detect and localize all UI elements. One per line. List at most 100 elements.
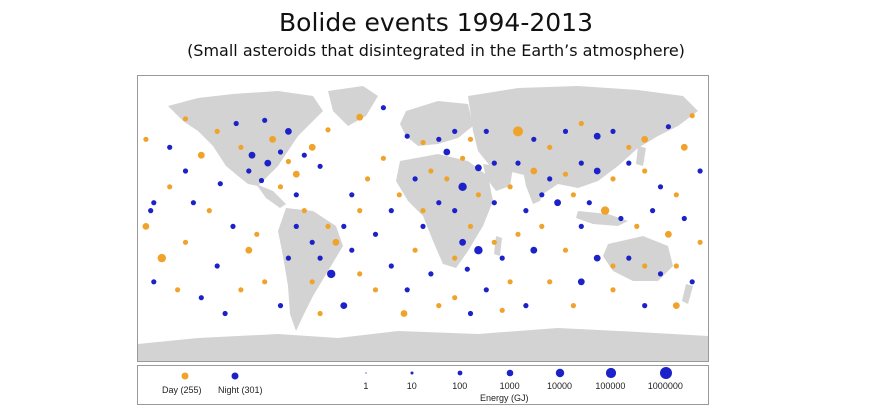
- night-event-marker: [458, 182, 467, 191]
- night-event-marker: [436, 200, 442, 206]
- night-event-marker: [404, 133, 410, 139]
- land-masses: [138, 86, 708, 361]
- day-event-marker: [157, 253, 166, 263]
- night-event-marker: [577, 278, 585, 286]
- night-event-marker: [258, 177, 265, 184]
- night-event-marker: [491, 160, 497, 166]
- day-event-marker: [600, 206, 610, 215]
- day-event-marker: [245, 246, 253, 254]
- day-event-marker: [672, 302, 680, 309]
- night-event-marker: [341, 223, 347, 229]
- night-event-marker: [697, 168, 703, 174]
- night-event-marker: [578, 160, 584, 166]
- day-event-marker: [547, 279, 553, 285]
- night-event-marker: [657, 184, 664, 190]
- day-event-marker: [309, 279, 315, 285]
- day-event-marker: [365, 176, 371, 182]
- day-event-marker: [175, 287, 181, 293]
- day-event-marker: [356, 113, 364, 121]
- day-event-marker: [372, 287, 379, 293]
- day-event-marker: [357, 271, 363, 277]
- night-event-marker: [340, 302, 348, 309]
- chart-subtitle: (Small asteroids that disintegrated in t…: [187, 41, 685, 60]
- day-event-marker: [665, 230, 672, 238]
- land-antarctica: [138, 328, 708, 361]
- night-event-marker: [593, 132, 601, 140]
- night-event-marker: [689, 279, 695, 285]
- night-event-marker: [483, 128, 489, 134]
- energy-level-label: 1: [363, 381, 369, 391]
- day-event-marker: [547, 144, 553, 150]
- night-event-marker: [610, 128, 616, 134]
- night-event-marker: [467, 310, 474, 317]
- night-event-marker: [293, 223, 299, 229]
- day-event-marker: [308, 143, 316, 151]
- day-event-marker: [673, 263, 679, 269]
- legend-day-label: Day (255): [162, 385, 202, 395]
- night-event-marker: [554, 199, 561, 207]
- night-event-marker: [593, 254, 601, 262]
- day-event-marker: [400, 310, 408, 317]
- day-event-marker: [673, 192, 679, 198]
- day-event-marker: [562, 171, 569, 177]
- land-greenland: [328, 86, 378, 126]
- night-event-marker: [578, 223, 584, 229]
- day-event-marker: [214, 128, 220, 134]
- day-event-marker: [610, 287, 616, 293]
- day-event-marker: [452, 255, 458, 261]
- night-event-marker: [681, 215, 687, 222]
- day-event-marker: [626, 144, 632, 150]
- day-event-marker: [499, 307, 505, 313]
- night-event-marker: [531, 136, 537, 142]
- day-event-marker: [507, 184, 513, 190]
- energy-size-marker: [506, 369, 514, 377]
- night-event-marker: [151, 279, 157, 285]
- night-event-marker: [214, 263, 220, 269]
- night-event-marker: [327, 269, 336, 279]
- land-japan: [636, 146, 646, 166]
- night-event-marker: [523, 208, 529, 214]
- energy-level-label: 1000: [499, 381, 520, 391]
- night-event-marker: [285, 128, 292, 135]
- night-event-marker: [523, 303, 529, 309]
- day-event-marker: [641, 135, 649, 143]
- land-africa: [396, 154, 493, 268]
- day-event-marker: [262, 279, 268, 285]
- night-event-marker: [650, 208, 656, 214]
- night-event-marker: [372, 231, 379, 237]
- day-event-marker: [697, 239, 703, 245]
- day-event-marker: [467, 136, 474, 142]
- energy-level-label: 10000: [547, 381, 573, 391]
- day-event-marker: [143, 136, 149, 142]
- energy-level-label: 100: [452, 381, 468, 391]
- night-event-marker: [452, 208, 458, 214]
- night-event-marker: [452, 128, 458, 134]
- energy-size-marker: [605, 367, 617, 379]
- night-event-marker: [626, 160, 632, 166]
- day-event-marker: [515, 231, 521, 237]
- day-event-marker: [562, 247, 569, 253]
- night-event-marker: [222, 310, 228, 317]
- night-event-marker: [547, 176, 553, 182]
- night-event-marker: [148, 208, 154, 214]
- day-event-marker: [301, 208, 307, 214]
- night-event-marker: [657, 271, 664, 277]
- day-event-marker: [238, 144, 244, 150]
- night-event-marker: [285, 255, 291, 261]
- day-event-marker: [380, 155, 386, 161]
- day-event-marker: [285, 158, 291, 165]
- energy-size-marker: [365, 372, 367, 374]
- night-event-marker: [388, 208, 394, 214]
- energy-level-label: 1000000: [647, 381, 683, 391]
- energy-size-marker: [457, 370, 463, 376]
- day-event-marker: [428, 168, 434, 174]
- land-india: [523, 171, 548, 204]
- night-event-marker: [277, 149, 284, 155]
- night-event-marker: [230, 223, 236, 229]
- day-event-marker: [513, 126, 523, 137]
- energy-axis-label: Energy (GJ): [480, 393, 529, 403]
- night-event-marker: [464, 266, 470, 272]
- land-new-zealand: [682, 284, 693, 304]
- land-asia: [468, 86, 698, 194]
- night-event-marker: [412, 176, 418, 182]
